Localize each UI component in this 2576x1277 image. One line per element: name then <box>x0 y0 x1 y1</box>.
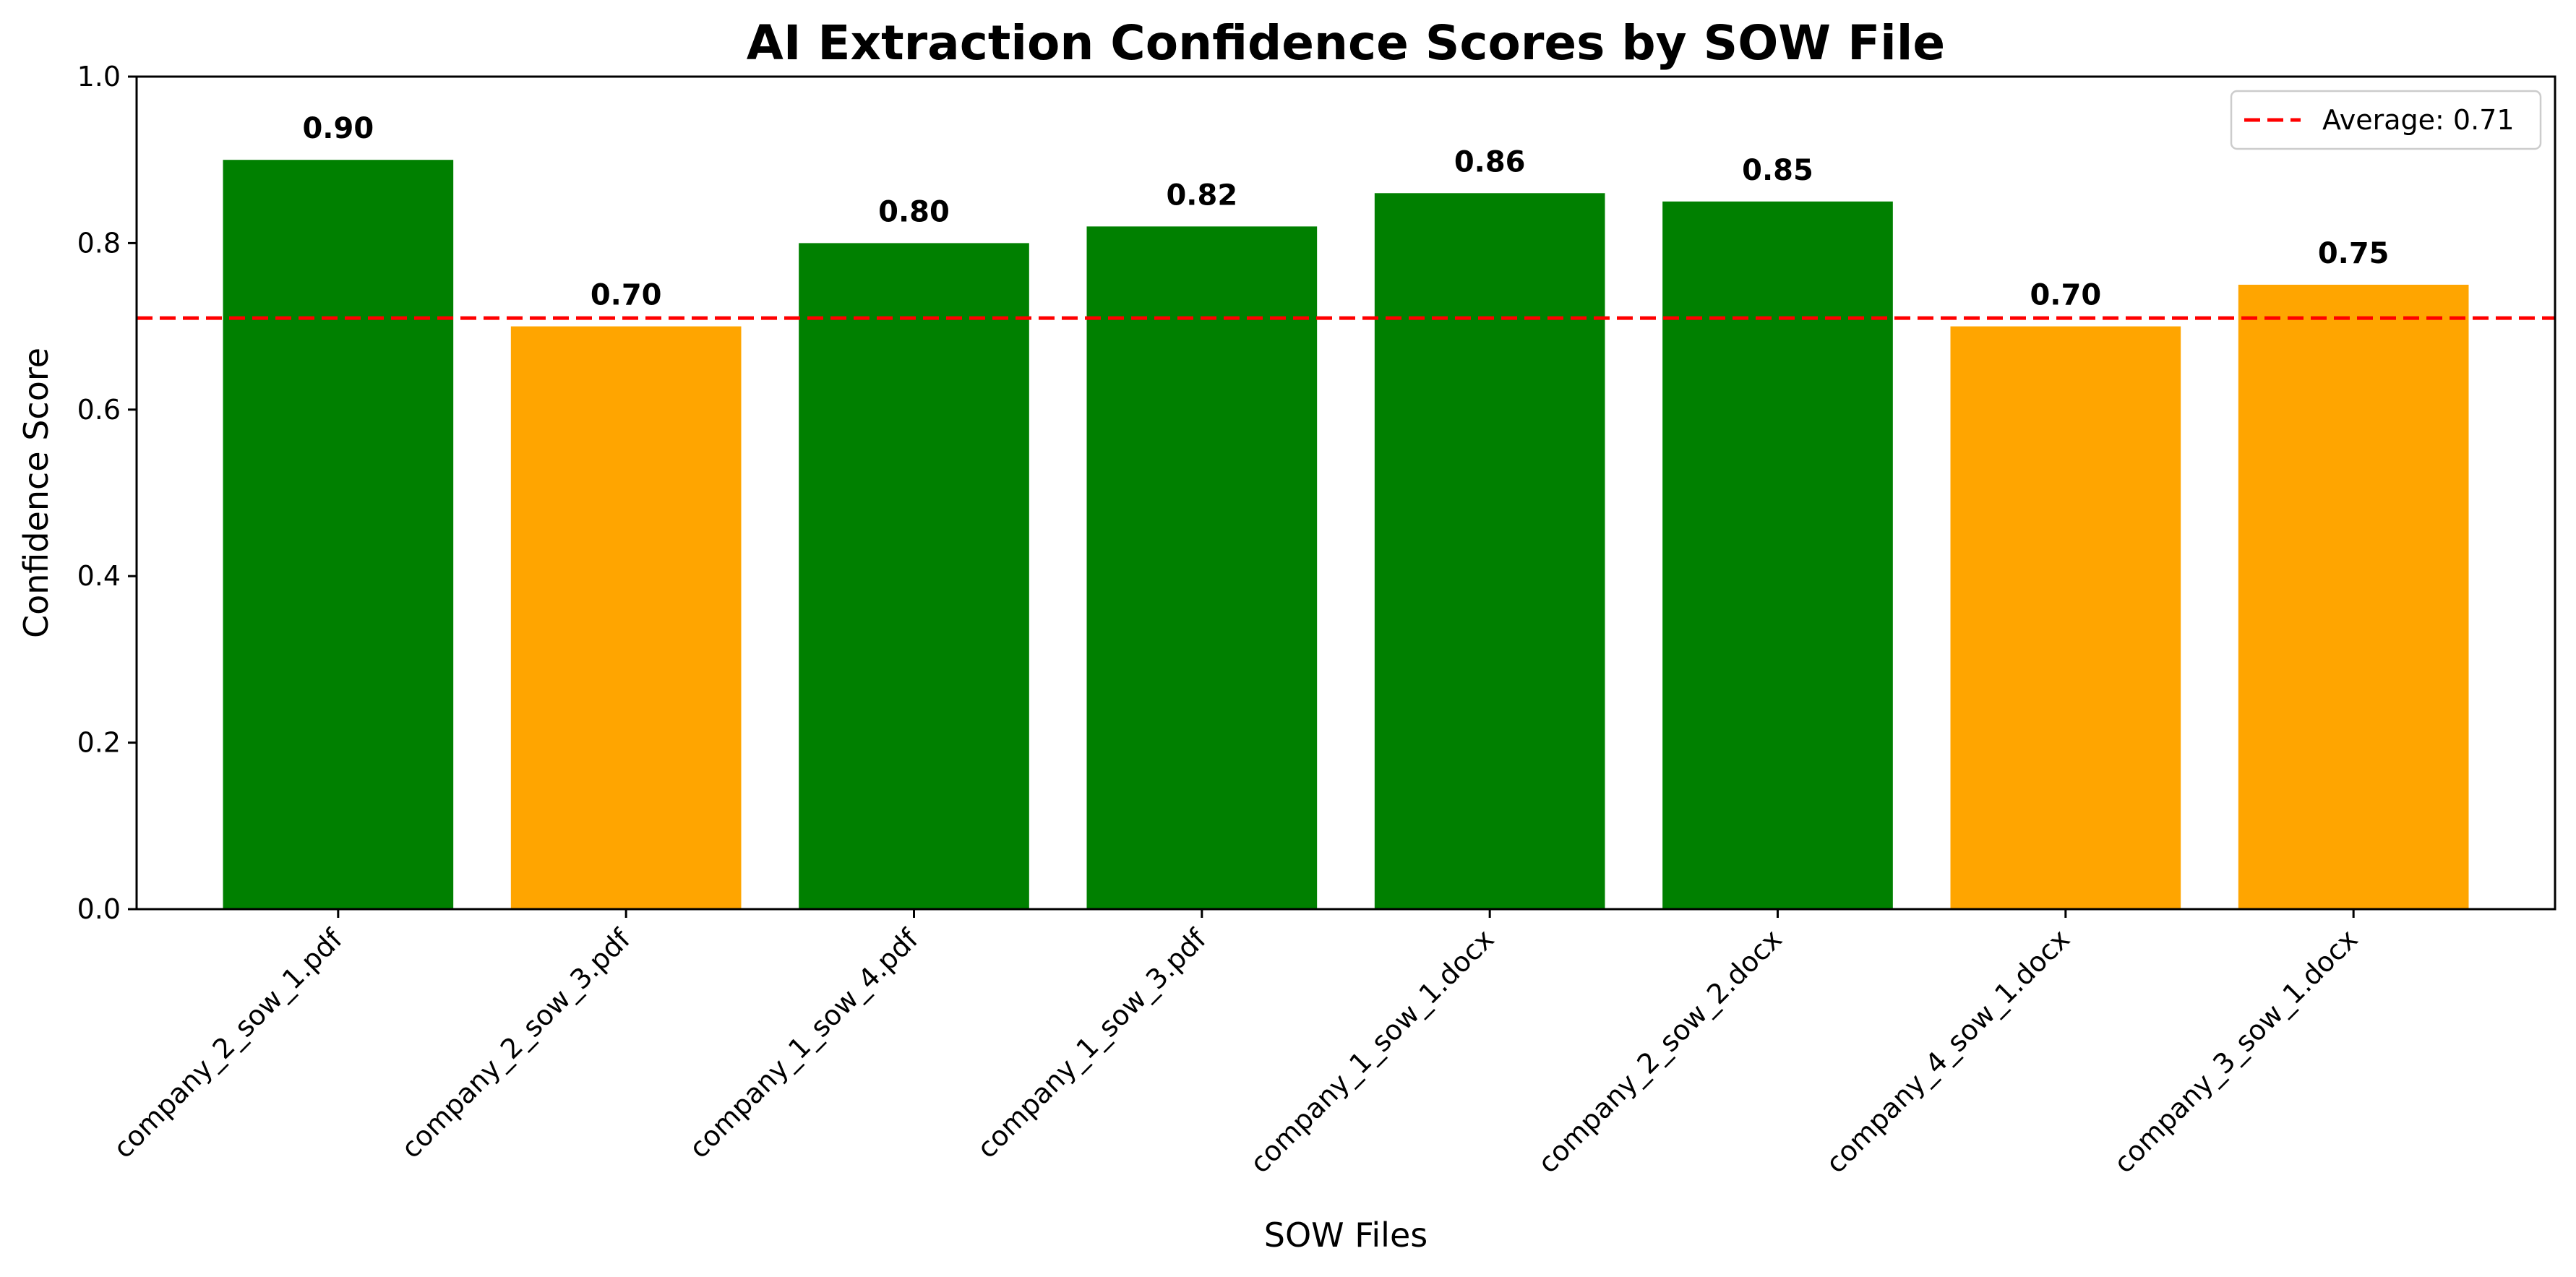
bars-group <box>223 160 2469 910</box>
y-tick-label: 0.4 <box>77 560 121 592</box>
bar <box>223 160 454 910</box>
x-axis-label: SOW Files <box>1264 1216 1427 1255</box>
y-tick-label: 0.0 <box>77 893 121 925</box>
y-tick-label: 0.8 <box>77 227 121 259</box>
y-tick-label: 1.0 <box>77 61 121 93</box>
legend: Average: 0.71 <box>2230 90 2542 150</box>
legend-average-label: Average: 0.71 <box>2322 104 2515 136</box>
legend-box <box>2230 90 2542 150</box>
bar-value-label: 0.75 <box>2318 237 2390 270</box>
bar-value-label: 0.82 <box>1166 179 1237 212</box>
bar-value-label: 0.70 <box>591 279 662 312</box>
value-labels-group: 0.90 0.70 0.80 0.82 0.86 0.85 0.70 0.75 <box>302 112 2389 311</box>
bar-value-label: 0.90 <box>302 112 374 145</box>
bar <box>1950 326 2181 910</box>
bar-value-label: 0.80 <box>878 195 950 228</box>
bar <box>1374 193 1605 909</box>
bar-value-label: 0.86 <box>1454 145 1526 179</box>
plot-frame <box>135 75 2556 911</box>
chart-title: AI Extraction Confidence Scores by SOW F… <box>747 15 1945 71</box>
y-tick-label: 0.6 <box>77 394 121 426</box>
y-axis-label: Confidence Score <box>17 348 56 638</box>
y-axis-ticks: 0.0 0.2 0.4 0.6 0.8 1.0 <box>77 61 137 925</box>
bar-value-label: 0.70 <box>2030 279 2101 312</box>
bar <box>1086 226 1318 909</box>
bar <box>510 326 742 910</box>
bar <box>2238 285 2469 909</box>
y-tick-label: 0.2 <box>77 727 121 759</box>
bar <box>1662 201 1893 909</box>
bar <box>799 243 1029 909</box>
bar-value-label: 0.85 <box>1742 154 1813 187</box>
